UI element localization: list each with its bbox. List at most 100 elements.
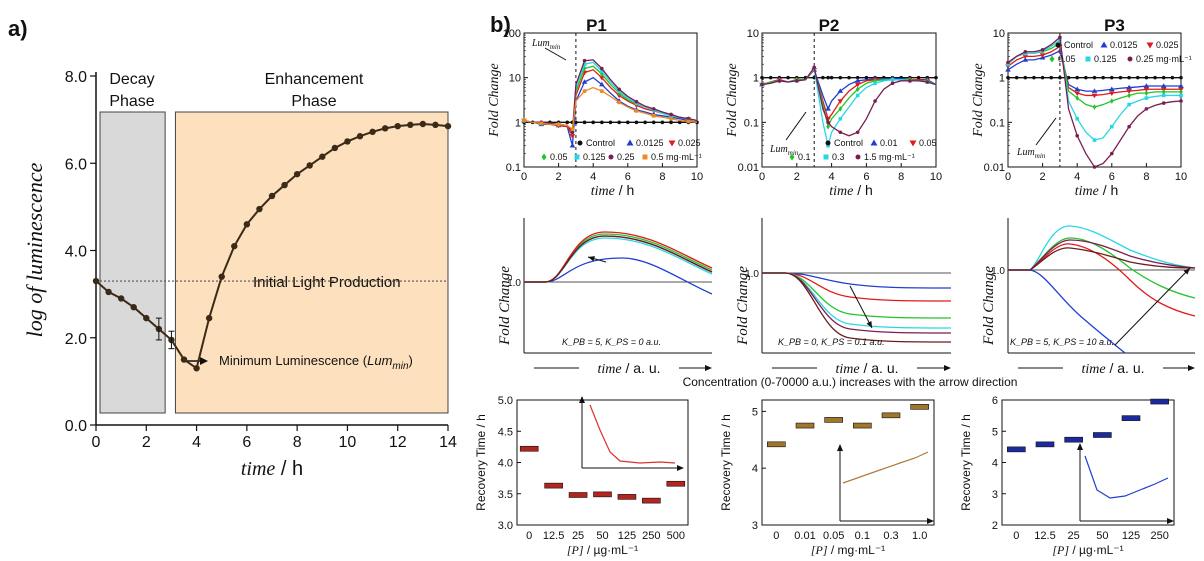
recovery-time-panel: 3.0 3.5 4.0 4.5 5.0 0 12.5 25 50 125 250 500 Recover… <box>474 395 689 557</box>
rec-y-label: Recovery Time / h <box>719 414 733 511</box>
enhancement-phase-label-1: Enhancement <box>265 71 364 88</box>
rec-y-tick-label: 3 <box>992 489 998 501</box>
sim-x-label: time / a. u. <box>1081 360 1144 377</box>
legend-marker-diamond <box>1179 89 1183 95</box>
rec-x-tick-label: 0 <box>526 530 532 542</box>
y-tick-label: 0.0 <box>65 418 87 435</box>
legend-marker-square <box>617 89 621 93</box>
legend-marker-square <box>1092 138 1097 142</box>
panel-a-letter: a) <box>8 16 28 41</box>
y-tick-label: 1 <box>753 73 759 85</box>
legend-marker-circle <box>760 75 764 80</box>
x-tick-label: 0 <box>521 171 527 183</box>
legend-marker-triangle-down <box>1143 87 1150 93</box>
legend-marker-circle <box>1032 75 1036 80</box>
sim-params: K_PB = 5, K_PS = 10 a.u. <box>1010 337 1114 347</box>
data-point <box>344 138 351 145</box>
data-point <box>381 125 389 132</box>
x-tick-label: 2 <box>1040 171 1046 183</box>
sim-one-label: 1.0 <box>507 278 521 289</box>
rec-x-tick-label: 125 <box>618 530 636 542</box>
series-line <box>523 86 698 131</box>
x-tick-label: 0 <box>92 434 101 451</box>
rec-x-tick-label: 50 <box>1096 530 1108 542</box>
lum-min-arrow <box>785 111 807 141</box>
rec-bar <box>642 497 661 504</box>
x-tick-label: 8 <box>1143 171 1149 183</box>
rec-bar <box>1007 446 1026 453</box>
legend-label: 0.1 <box>798 152 811 162</box>
legend-marker-square <box>1127 102 1131 107</box>
legend-marker-circle <box>570 130 575 135</box>
legend-marker-circle <box>838 75 843 80</box>
legend-label: 0.01 <box>880 138 898 148</box>
legend-marker-circle <box>1049 75 1054 80</box>
legend-marker-circle <box>1092 75 1097 80</box>
legend-marker-square <box>838 116 843 121</box>
legend-marker-circle <box>1179 75 1183 80</box>
legend-marker-diamond <box>1144 90 1149 96</box>
rec-bar <box>1121 415 1141 421</box>
rec-y-tick-label: 6 <box>992 395 998 407</box>
sim-curve <box>524 235 713 283</box>
concentration-arrowhead <box>588 256 595 262</box>
data-point <box>432 121 439 129</box>
legend-marker-circle <box>873 99 877 103</box>
data-point <box>180 356 188 363</box>
rec-y-tick-label: 3.5 <box>498 489 513 501</box>
legend-marker-triangle-down <box>599 75 605 81</box>
legend-marker-square <box>1161 93 1166 98</box>
legend-marker-circle <box>669 120 673 125</box>
legend-marker-diamond <box>855 86 860 93</box>
rec-x-label: [P] / mg·mL⁻¹ <box>811 543 885 557</box>
inset-y-arrowhead <box>837 444 843 451</box>
sim-curve <box>762 272 952 302</box>
legend-marker-circle <box>1075 75 1079 80</box>
legend-marker-triangle-down <box>854 82 861 88</box>
legend-marker-circle <box>1161 75 1166 80</box>
legend-marker-triangle-down <box>569 133 576 139</box>
legend-marker-square <box>1006 62 1010 67</box>
legend-marker-circle <box>591 120 595 125</box>
rec-x-tick-label: 500 <box>667 530 685 542</box>
legend-marker-circle <box>1084 75 1088 80</box>
legend-marker-square <box>686 119 691 124</box>
legend-marker-circle <box>1092 165 1097 169</box>
legend-marker-circle <box>1040 75 1045 80</box>
rec-bar <box>910 404 929 410</box>
legend-marker-triangle <box>837 88 844 93</box>
legend-marker-diamond <box>838 106 843 112</box>
legend-label: 0.0125 <box>636 138 664 148</box>
legend-label: Control <box>586 138 615 148</box>
rec-bar <box>593 491 612 498</box>
inset-y-arrowhead <box>579 396 585 403</box>
legend-marker-triangle-down <box>1126 89 1132 94</box>
simulation-panel: 1.0 K_PB = 5, K_PS = 0 a.u. Fold Change tim… <box>497 218 713 377</box>
x-axis-label: time / h <box>591 182 635 199</box>
rec-bar <box>824 417 843 423</box>
sim-one-label: 1.0 <box>991 266 1005 277</box>
legend-marker-circle <box>864 75 869 80</box>
data-point <box>319 153 326 160</box>
legend-label: 0.125 <box>1094 54 1117 64</box>
sim-curve <box>1008 243 1196 317</box>
x-tick-label: 14 <box>439 434 457 451</box>
decay-phase-label-2: Phase <box>109 93 154 110</box>
concentration-arrowhead <box>866 321 872 328</box>
legend-marker-square <box>522 118 526 123</box>
legend-marker-circle <box>825 140 831 146</box>
inset-x-arrowhead <box>1167 518 1174 524</box>
legend-marker-square <box>1075 116 1079 121</box>
x-tick-label: 8 <box>898 171 904 183</box>
x-tick-label: 10 <box>339 434 357 451</box>
rec-x-tick-label: 250 <box>1150 530 1168 542</box>
lum-min-label: Lummin <box>769 144 799 157</box>
series-line <box>761 68 937 111</box>
x-tick-label: 6 <box>863 171 869 183</box>
rec-y-tick-label: 5.0 <box>498 395 513 407</box>
x-tick-label: 10 <box>1175 171 1187 183</box>
legend-label: 0.5 mg·mL⁻¹ <box>651 152 702 162</box>
legend-label: 0.25 mg·mL⁻¹ <box>1136 54 1192 64</box>
plot-frame <box>761 32 937 168</box>
inset-curve <box>589 404 676 464</box>
